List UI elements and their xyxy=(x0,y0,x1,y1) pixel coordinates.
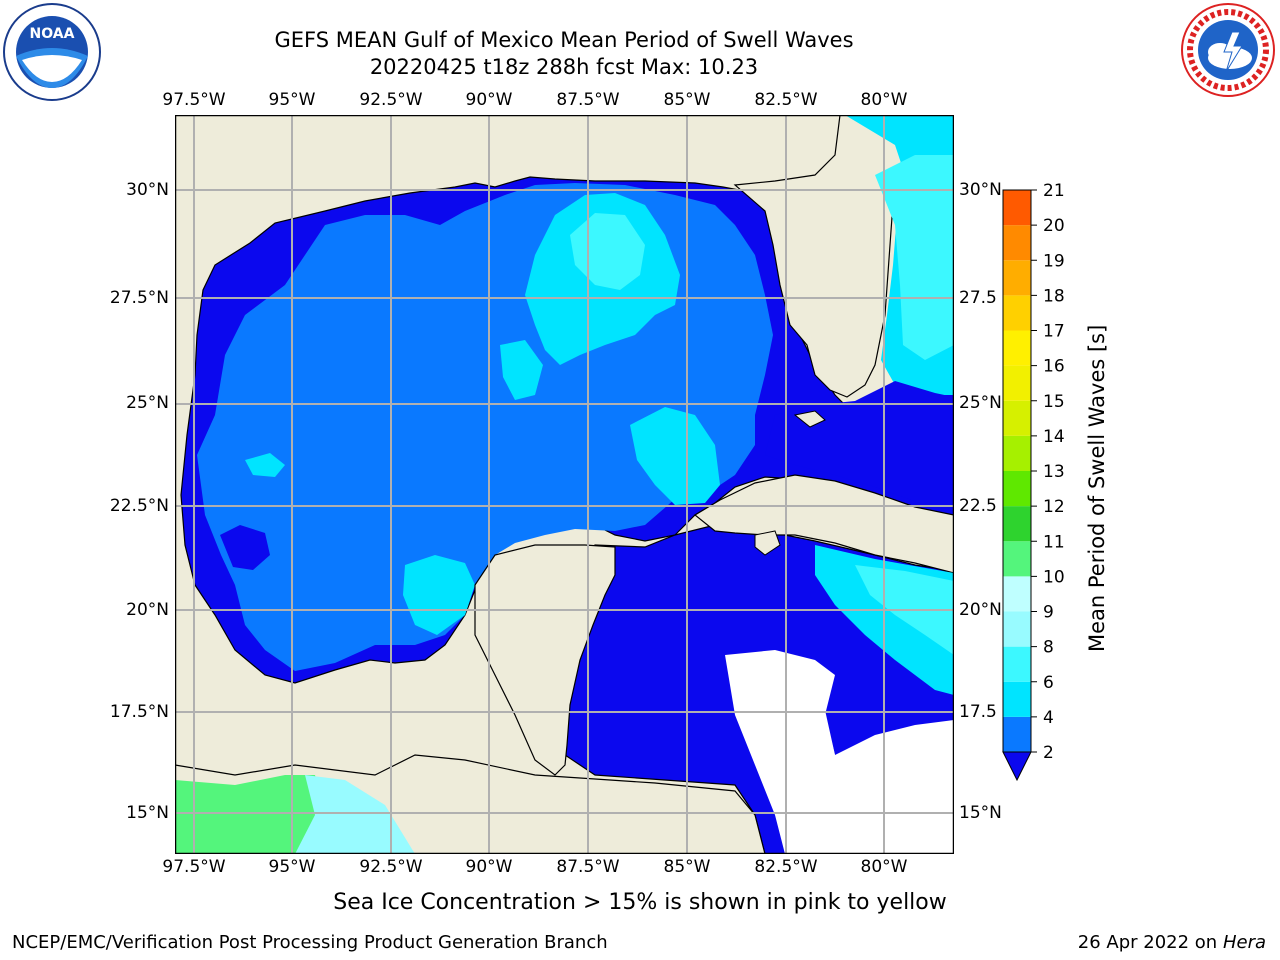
colorbar-band xyxy=(1003,330,1031,366)
lon-tick-bottom: 95°W xyxy=(268,857,316,877)
lat-tick-left: 30°N xyxy=(126,180,169,200)
lat-tick-left: 22.5°N xyxy=(109,496,169,516)
colorbar-level-label: 12 xyxy=(1043,497,1065,517)
colorbar-level-label: 20 xyxy=(1043,216,1065,236)
sea-ice-note: Sea Ice Concentration > 15% is shown in … xyxy=(333,890,947,915)
colorbar-band xyxy=(1003,646,1031,682)
chart-title: GEFS MEAN Gulf of Mexico Mean Period of … xyxy=(274,28,854,52)
colorbar-band xyxy=(1003,681,1031,717)
colorbar-level-label: 10 xyxy=(1043,567,1065,587)
colorbar-band xyxy=(1003,400,1031,436)
lat-tick-left: 20°N xyxy=(126,600,169,620)
graticule xyxy=(175,115,954,854)
colorbar-extend-arrow xyxy=(1002,751,1032,782)
lon-tick-bottom: 97.5°W xyxy=(162,857,226,877)
chart-subtitle: 20220425 t18z 288h fcst Max: 10.23 xyxy=(369,55,759,79)
lat-tick-right: 22.5 xyxy=(959,496,997,516)
nws-logo xyxy=(1181,3,1275,97)
lon-tick-bottom: 82.5°W xyxy=(754,857,818,877)
pacific-green xyxy=(175,775,325,854)
colorbar-level-label: 2 xyxy=(1043,743,1054,763)
lat-tick-right: 15°N xyxy=(959,803,1002,823)
lon-tick-top: 85°W xyxy=(663,90,711,110)
lon-tick-bottom: 80°W xyxy=(860,857,908,877)
island-small-2 xyxy=(793,410,826,428)
colorbar-level-label: 11 xyxy=(1043,532,1065,552)
colorbar-band xyxy=(1003,190,1031,226)
colorbar-level-label: 6 xyxy=(1043,673,1054,693)
gulf-west-darkpatch xyxy=(220,525,270,570)
colorbar-title: Mean Period of Swell Waves [s] xyxy=(1085,324,1109,652)
lat-tick-right: 27.5 xyxy=(959,288,997,308)
colorbar-band xyxy=(1003,471,1031,507)
colorbar-level-label: 8 xyxy=(1043,638,1054,658)
colorbar-band xyxy=(1003,225,1031,261)
lat-tick-right: 20°N xyxy=(959,600,1002,620)
lon-tick-bottom: 90°W xyxy=(465,857,513,877)
lon-tick-bottom: 85°W xyxy=(663,857,711,877)
colorbar-band xyxy=(1003,260,1031,296)
footer-date: 26 Apr 2022 on Hera xyxy=(1078,932,1266,953)
colorbar: 2 4 6 8 9 10 11 12 13 14 15 16 17 18 19 20 21 xyxy=(1002,181,1065,782)
atlantic-lightcyan xyxy=(875,155,954,360)
colorbar-band xyxy=(1003,611,1031,647)
colorbar-level-label: 17 xyxy=(1043,322,1065,342)
island-small-1 xyxy=(754,530,781,556)
colorbar-band xyxy=(1003,365,1031,401)
lat-tick-right: 17.5 xyxy=(959,702,997,722)
colorbar-level-label: 19 xyxy=(1043,251,1065,271)
colorbar-band xyxy=(1003,435,1031,471)
lon-tick-top: 87.5°W xyxy=(556,90,620,110)
colorbar-band xyxy=(1003,295,1031,331)
lat-tick-left: 25°N xyxy=(126,393,169,413)
nodata-white xyxy=(725,650,954,854)
gulf-cyan-bay xyxy=(403,555,475,635)
colorbar-level-label: 21 xyxy=(1043,181,1065,201)
colorbar-level-label: 9 xyxy=(1043,603,1054,623)
colorbar-level-label: 14 xyxy=(1043,427,1065,447)
lon-tick-top: 90°W xyxy=(465,90,513,110)
map-frame xyxy=(175,115,954,854)
yucatan-land xyxy=(474,544,616,776)
lat-tick-left: 15°N xyxy=(126,803,169,823)
lon-tick-top: 80°W xyxy=(860,90,908,110)
footer-date-text: 26 Apr 2022 on xyxy=(1077,932,1223,953)
colorbar-level-label: 15 xyxy=(1043,392,1065,412)
lon-tick-top: 97.5°W xyxy=(162,90,226,110)
lat-tick-right: 30°N xyxy=(959,180,1002,200)
lon-tick-top: 92.5°W xyxy=(359,90,423,110)
gulf-cyan-west xyxy=(500,340,543,400)
lon-tick-top: 82.5°W xyxy=(754,90,818,110)
gulf-cyan-spot xyxy=(245,453,285,477)
colorbar-band xyxy=(1003,576,1031,612)
noaa-logo: NOAA xyxy=(3,3,101,101)
cuba-land xyxy=(693,474,954,574)
lon-tick-top: 95°W xyxy=(268,90,316,110)
nodata-white-2 xyxy=(795,710,835,775)
lat-tick-right: 25°N xyxy=(959,393,1002,413)
footer-host: Hera xyxy=(1222,932,1266,953)
colorbar-level-label: 18 xyxy=(1043,286,1065,306)
map-plot xyxy=(175,115,954,854)
colorbar-level-label: 13 xyxy=(1043,462,1065,482)
colorbar-band xyxy=(1003,541,1031,577)
pacific-palecyan xyxy=(295,775,415,854)
noaa-logo-text: NOAA xyxy=(30,26,75,42)
colorbar-level-label: 16 xyxy=(1043,357,1065,377)
lon-tick-bottom: 92.5°W xyxy=(359,857,423,877)
lat-tick-left: 27.5°N xyxy=(109,288,169,308)
colorbar-band xyxy=(1003,506,1031,542)
lon-tick-bottom: 87.5°W xyxy=(556,857,620,877)
footer-branch: NCEP/EMC/Verification Post Processing Pr… xyxy=(12,932,608,953)
colorbar-level-label: 4 xyxy=(1043,708,1054,728)
lat-tick-left: 17.5°N xyxy=(109,702,169,722)
colorbar-band xyxy=(1003,716,1031,752)
gulf-cyan-south xyxy=(630,407,720,505)
